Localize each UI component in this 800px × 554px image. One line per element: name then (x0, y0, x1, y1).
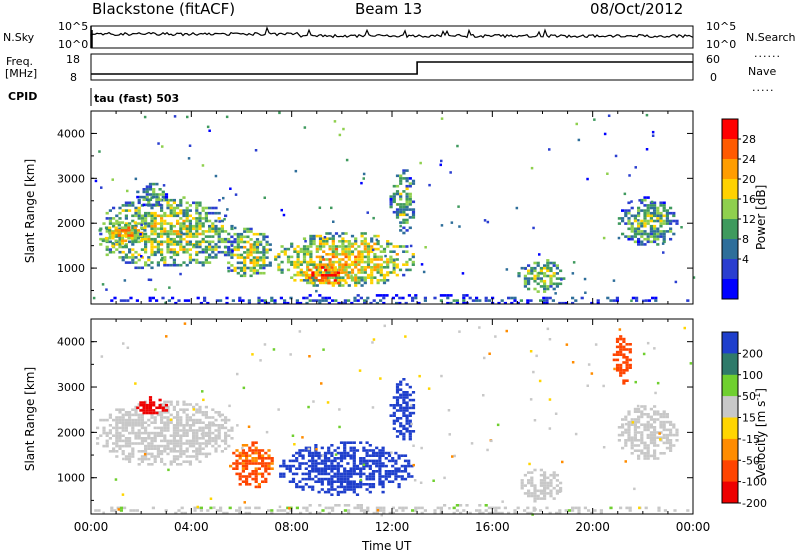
power-echo-patch-9 (110, 294, 690, 305)
velocity-xtick-label-1: 04:00 (174, 520, 209, 534)
velocity-xtick-label-0: 00:00 (74, 520, 109, 534)
velocity-echo-patch-5 (520, 468, 563, 503)
velocity-scatter-noise (100, 322, 693, 517)
velocity-echo-patch-1 (136, 396, 169, 415)
nave-label: Nave (748, 65, 777, 78)
power-echo-patch-7 (517, 259, 566, 293)
beam-title: Beam 13 (355, 0, 423, 18)
velocity-colorbar-tick-label-4: -15 (742, 433, 760, 446)
velocity-echo-patch-7 (612, 335, 632, 385)
x-axis-label: Time UT (362, 539, 412, 553)
velocity-echo-patch-3 (279, 441, 414, 496)
velocity-colorbar-swatch-7 (722, 481, 738, 504)
nsky-trace (90, 26, 694, 39)
power-ytick-label-3: 4000 (57, 127, 85, 140)
station-title: Blackstone (fitACF) (92, 0, 236, 18)
nave-tick-bottom: 0 (710, 71, 717, 84)
freq-trace (91, 61, 693, 75)
power-echo-patch-1 (136, 182, 169, 207)
power-colorbar-swatch-5 (722, 219, 738, 240)
velocity-colorbar-tick-label-7: -200 (742, 497, 767, 510)
power-colorbar-swatch-1 (722, 139, 738, 160)
power-colorbar-swatch-2 (722, 159, 738, 180)
nsky-tick-bottom: 10^0 (58, 38, 89, 51)
freq-strip-frame (90, 53, 694, 81)
velocity-colorbar-tick-label-1: 100 (742, 369, 763, 382)
power-echo-patch-3 (223, 227, 272, 278)
cpid-label: CPID (8, 90, 38, 103)
power-colorbar-swatch-8 (722, 279, 738, 300)
velocity-colorbar-tick-label-3: 15 (742, 412, 756, 425)
power-colorbar-swatch-6 (722, 239, 738, 260)
velocity-xtick-label-3: 12:00 (375, 520, 410, 534)
power-colorbar-tick-label-6: 4 (742, 253, 749, 266)
nsearch-tick-top: 10^5 (706, 20, 737, 33)
nave-dots: ..... (752, 81, 775, 94)
power-colorbar-tick-label-2: 20 (742, 173, 756, 186)
velocity-colorbar-swatch-1 (722, 353, 738, 376)
velocity-colorbar-tick-label-6: -100 (742, 476, 767, 489)
velocity-colorbar-tick-label-5: -50 (742, 454, 760, 467)
nsearch-tick-bottom: 10^0 (706, 38, 737, 51)
power-colorbar-tick-label-4: 12 (742, 213, 756, 226)
velocity-ytick-label-0: 1000 (57, 472, 85, 485)
power-colorbar-tick-label-3: 16 (742, 193, 756, 206)
velocity-colorbar-tick-label-2: 50 (742, 390, 756, 403)
power-colorbar-frame (721, 118, 739, 300)
velocity-xtick-label-4: 16:00 (475, 520, 510, 534)
nsky-label: N.Sky (3, 31, 35, 44)
nsky-strip-frame (90, 25, 694, 49)
power-colorbar-swatch-7 (722, 259, 738, 280)
power-colorbar-tick-label-0: 28 (742, 133, 756, 146)
power-ytick-label-2: 3000 (57, 172, 85, 185)
velocity-echo-patch-4 (389, 378, 416, 441)
velocity-ytick-label-1: 2000 (57, 426, 85, 439)
velocity-xtick-label-5: 20:00 (575, 520, 610, 534)
velocity-colorbar-tick-label-0: 200 (742, 347, 763, 360)
velocity-echo-patch-2 (229, 441, 274, 489)
date-title: 08/Oct/2012 (590, 0, 684, 18)
power-echo-patch-4 (274, 232, 415, 287)
cpid-value: tau (fast) 503 (94, 92, 180, 105)
power-scatter-noise (92, 111, 696, 305)
power-colorbar-tick-label-5: 8 (742, 233, 749, 246)
velocity-colorbar-swatch-6 (722, 460, 738, 483)
velocity-xtick-label-2: 08:00 (274, 520, 309, 534)
velocity-ytick-label-3: 4000 (57, 336, 85, 349)
nave-tick-top: 60 (706, 53, 720, 66)
velocity-colorbar-swatch-4 (722, 417, 738, 440)
power-colorbar-tick-label-1: 24 (742, 153, 756, 166)
velocity-colorbar-swatch-5 (722, 438, 738, 461)
velocity-colorbar-swatch-2 (722, 374, 738, 397)
power-colorbar-swatch-3 (722, 179, 738, 200)
power-echo-patch-2 (98, 221, 147, 248)
freq-label-line1: Freq. (6, 55, 34, 68)
nsearch-label: N.Search (746, 31, 796, 44)
velocity-colorbar-swatch-0 (722, 332, 738, 354)
power-colorbar-swatch-4 (722, 199, 738, 220)
velocity-xtick-label-6: 00:00 (676, 520, 711, 534)
freq-label-line2: [MHz] (5, 67, 38, 80)
freq-tick-bottom: 8 (70, 71, 77, 84)
freq-tick-top: 18 (66, 53, 80, 66)
power-ytick-label-1: 2000 (57, 217, 85, 230)
velocity-ytick-label-2: 3000 (57, 381, 85, 394)
nsearch-dots: ...... (754, 47, 781, 60)
power-colorbar-swatch-0 (722, 119, 738, 140)
power-echo-patch-8 (617, 196, 679, 246)
power-echo-patch-5 (301, 263, 350, 285)
nsky-tick-top: 10^5 (58, 20, 89, 33)
velocity-colorbar-swatch-3 (722, 396, 738, 418)
power-ytick-label-0: 1000 (57, 262, 85, 275)
